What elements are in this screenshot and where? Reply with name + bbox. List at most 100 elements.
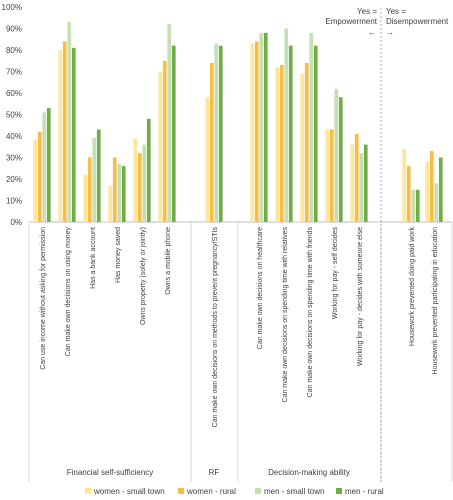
- y-tick-label: 50%: [6, 111, 22, 120]
- bar: [334, 88, 339, 222]
- y-tick-label: 60%: [6, 89, 22, 98]
- bar: [205, 97, 210, 222]
- legend-swatch: [85, 488, 91, 494]
- bar: [171, 45, 176, 223]
- bar: [71, 47, 76, 222]
- x-tick-label: Has a bank account: [90, 227, 97, 289]
- x-tick-label: Working for pay - decides with someone e…: [357, 227, 364, 366]
- x-tick-label: Can make own decisions on healthcare: [257, 227, 264, 349]
- y-tick-label: 20%: [6, 175, 22, 184]
- bar: [142, 144, 147, 222]
- bar: [354, 133, 359, 222]
- x-tick-label: Owns a mobile phone: [165, 227, 172, 295]
- bar: [209, 62, 214, 223]
- arrow-right-icon: →: [386, 28, 394, 37]
- bar: [363, 144, 368, 222]
- x-tick-label: Can make own decisions on spending time …: [282, 227, 289, 403]
- bar: [288, 45, 293, 223]
- bar: [309, 32, 314, 222]
- annotation-empowerment-line1: Yes =: [357, 7, 377, 16]
- legend-swatch: [178, 488, 184, 494]
- bar: [108, 185, 113, 222]
- bar: [304, 62, 309, 223]
- bar: [429, 151, 434, 222]
- group-label: Decision-making ability: [268, 468, 350, 477]
- y-tick-label: 70%: [6, 68, 22, 77]
- bar: [350, 144, 355, 222]
- group-dividers: [28, 8, 453, 482]
- bar: [158, 71, 163, 222]
- annotations: Yes =Empowerment←Yes =Disempowerment→: [325, 7, 449, 37]
- bar: [325, 129, 330, 222]
- legend-swatch: [255, 488, 261, 494]
- bar: [162, 60, 167, 222]
- bar: [37, 131, 42, 222]
- bar: [218, 45, 223, 223]
- bar: [133, 138, 138, 222]
- x-tick-label: Can use income without asking for permis…: [40, 227, 47, 370]
- bar: [58, 50, 63, 222]
- x-tick-label: Can make own decisions on methods to pre…: [212, 227, 219, 428]
- y-tick-label: 80%: [6, 46, 22, 55]
- bar: [214, 43, 219, 222]
- x-tick-label: Can make own decisions on using money: [65, 227, 72, 357]
- bar: [313, 45, 318, 223]
- bar: [263, 32, 268, 222]
- bar: [112, 157, 117, 222]
- bar: [425, 161, 430, 222]
- annotation-disempowerment-line2: Disempowerment: [386, 17, 449, 26]
- bar: [359, 153, 364, 222]
- bar: [42, 112, 47, 222]
- bar: [254, 41, 259, 223]
- group-label: Financial self-sufficiency: [67, 468, 154, 477]
- bars: [33, 22, 443, 223]
- bar: [250, 43, 255, 222]
- bar: [415, 189, 420, 222]
- bar: [406, 166, 411, 222]
- y-tick-label: 90%: [6, 25, 22, 34]
- bar: [338, 97, 343, 222]
- legend-label: women - small town: [93, 487, 165, 496]
- annotation-disempowerment-line1: Yes =: [386, 7, 406, 16]
- legend-label: women - rural: [186, 487, 236, 496]
- bar: [137, 153, 142, 222]
- x-tick-label: Has money saved: [115, 227, 122, 283]
- annotation-empowerment-line2: Empowerment: [325, 17, 377, 26]
- bar: [83, 174, 88, 222]
- legend-label: men - small town: [264, 487, 324, 496]
- arrow-left-icon: ←: [368, 28, 376, 37]
- bar: [33, 140, 38, 222]
- bar: [46, 108, 51, 222]
- bar: [167, 24, 172, 223]
- x-tick-label: Can make own decisions on spending time …: [307, 227, 314, 398]
- y-tick-label: 0%: [10, 218, 22, 227]
- y-tick-label: 100%: [2, 3, 22, 12]
- bar: [96, 129, 101, 222]
- bar: [329, 129, 334, 222]
- bar: [92, 138, 97, 222]
- bar: [284, 28, 289, 222]
- x-tick-label: Working for pay - self decides: [332, 227, 339, 320]
- x-tick-label: Owns property (solely or jointly): [140, 227, 147, 325]
- bar: [300, 73, 305, 223]
- group-labels: Financial self-sufficiency RF Decision-mak…: [67, 468, 350, 477]
- group-label: RF: [209, 468, 220, 477]
- bar: [121, 166, 126, 222]
- bar: [411, 189, 416, 222]
- y-tick-label: 30%: [6, 154, 22, 163]
- x-tick-label: Housework prevented doing paid work: [409, 227, 416, 347]
- bar: [438, 157, 443, 222]
- bar: [87, 157, 92, 222]
- x-tick-label: Housework prevented participating in edu…: [432, 227, 439, 375]
- y-tick-label: 10%: [6, 197, 22, 206]
- bar: [434, 183, 439, 222]
- legend: women - small town women - rural men - sma…: [85, 487, 384, 496]
- legend-label: men - rural: [345, 487, 384, 496]
- y-tick-label: 40%: [6, 132, 22, 141]
- bar: [259, 32, 264, 222]
- bar: [275, 67, 280, 222]
- bar: [402, 148, 407, 222]
- bar: [67, 22, 72, 222]
- bar: [146, 118, 151, 222]
